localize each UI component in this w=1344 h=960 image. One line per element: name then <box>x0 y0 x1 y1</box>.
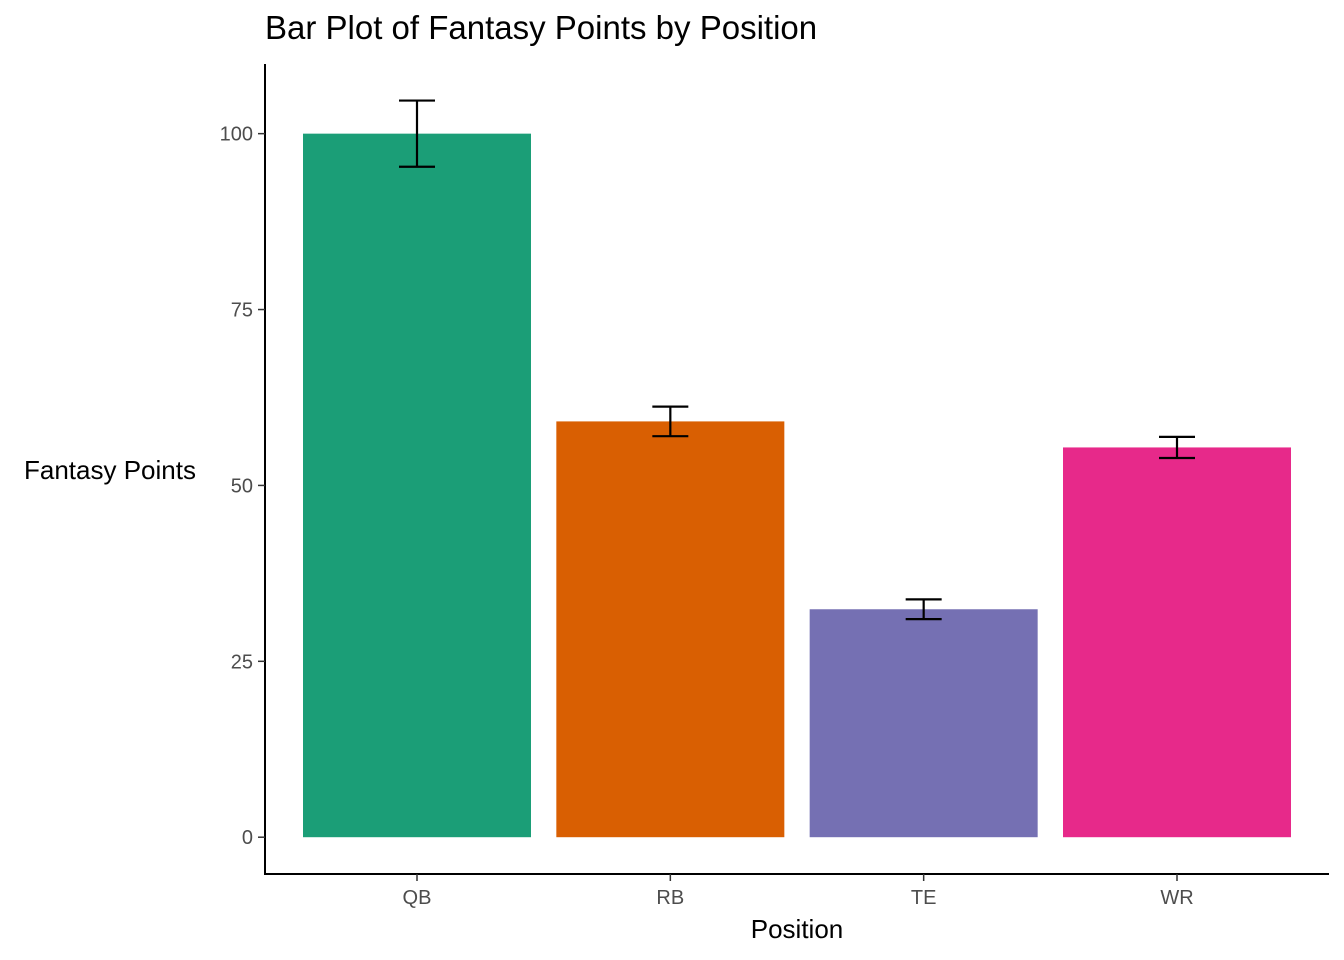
error-bar-qb <box>399 99 435 168</box>
y-tick-label: 0 <box>242 827 253 849</box>
bar-rb <box>556 421 785 838</box>
x-tick-label-qb: QB <box>403 887 432 909</box>
bar-qb <box>303 133 531 838</box>
y-tick-label: 75 <box>231 300 253 322</box>
y-axis-title: Fantasy Points <box>24 455 196 485</box>
bars-group <box>303 133 1291 838</box>
error-bars-group <box>399 99 1195 621</box>
x-tick-label-te: TE <box>911 887 937 909</box>
x-ticks-group: QB RB TE WR <box>403 874 1194 909</box>
bar-te <box>809 609 1038 838</box>
x-tick-label-rb: RB <box>656 887 684 909</box>
x-tick-label-wr: WR <box>1160 887 1193 909</box>
error-bar-te <box>905 598 942 621</box>
y-tick-label: 100 <box>220 124 253 146</box>
bar-wr <box>1063 447 1291 838</box>
y-ticks-group: 0 25 50 75 100 <box>220 124 265 849</box>
y-tick-label: 50 <box>231 475 253 497</box>
error-bar-rb <box>652 405 689 438</box>
y-tick-label: 25 <box>231 651 253 673</box>
chart-title: Bar Plot of Fantasy Points by Position <box>265 9 817 46</box>
error-bar-wr <box>1159 435 1195 460</box>
x-axis-title: Position <box>751 914 844 944</box>
